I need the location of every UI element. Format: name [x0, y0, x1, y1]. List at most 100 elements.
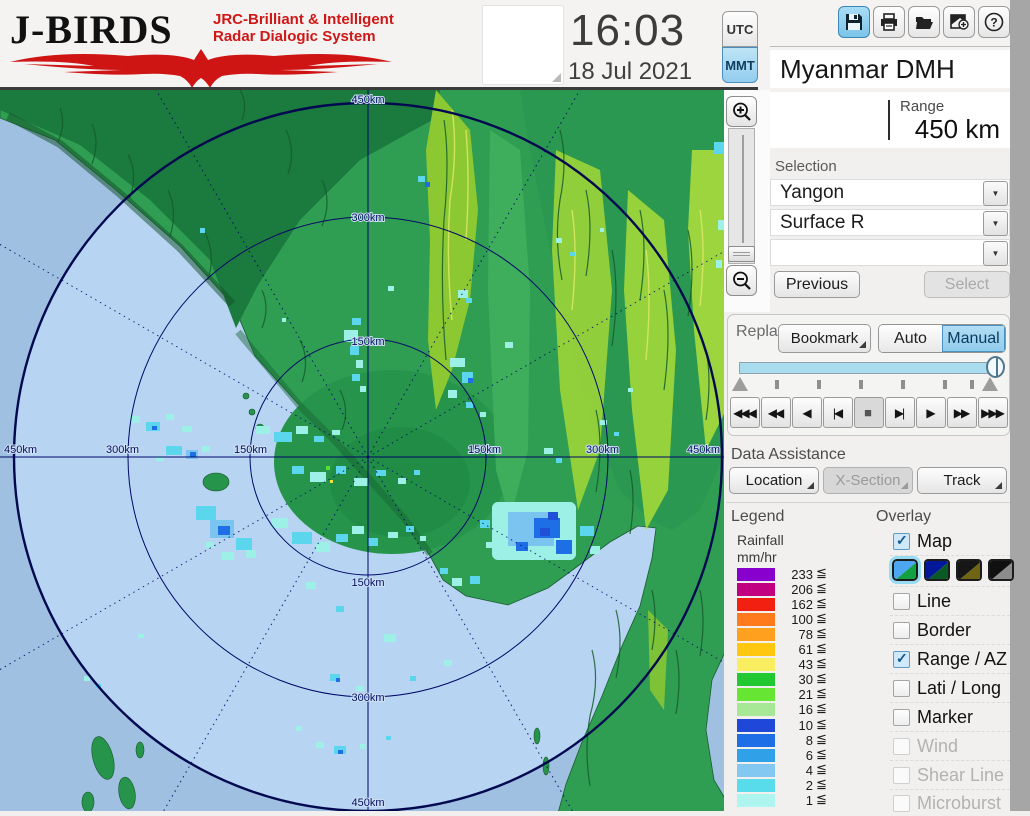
utc-toggle-button[interactable]: UTC	[722, 11, 758, 47]
slider-range-start-marker[interactable]	[732, 377, 748, 391]
step-back-button[interactable]: |◀	[823, 397, 853, 428]
range-box: Range 450 km	[770, 92, 1010, 148]
divider	[890, 702, 1010, 703]
site-dropdown-value: Yangon	[780, 182, 845, 203]
legend-row: 2 ≦	[737, 777, 847, 793]
clock-date: 18 Jul 2021	[568, 58, 693, 85]
data-assistance-label: Data Assistance	[731, 446, 846, 463]
legend-value: 61	[798, 642, 813, 657]
legend-value: 4	[805, 763, 813, 778]
zoom-in-button[interactable]	[726, 96, 757, 127]
replay-slider-track[interactable]	[739, 362, 997, 374]
slider-tick	[817, 380, 821, 389]
legend-swatch	[737, 658, 775, 671]
legend-swatch	[737, 749, 775, 762]
select-button[interactable]: Select	[924, 271, 1010, 298]
track-button[interactable]: Track	[917, 467, 1007, 494]
printer-icon	[881, 13, 897, 31]
map-style-swatch-3[interactable]	[956, 559, 982, 581]
map-style-swatch-1[interactable]	[892, 559, 918, 581]
lte-symbol: ≦	[816, 626, 827, 641]
help-button[interactable]: ?	[978, 6, 1010, 38]
zoom-slider-thumb[interactable]	[728, 246, 755, 262]
option-dropdown[interactable]	[770, 239, 1010, 266]
image-plus-icon	[950, 14, 969, 30]
ring-label: 300km	[106, 444, 139, 456]
divider	[888, 100, 890, 140]
legend-row: 10 ≦	[737, 717, 847, 733]
legend-row: 61 ≦	[737, 641, 847, 657]
magnifier-minus-icon	[732, 271, 751, 290]
overlay-item-label: Wind	[917, 736, 959, 756]
product-dropdown[interactable]: Surface R	[770, 209, 1010, 236]
site-dropdown[interactable]: Yangon	[770, 179, 1010, 206]
overlay-row-lati-long[interactable]: Lati / Long	[892, 678, 1010, 700]
manual-mode-button[interactable]: Manual	[942, 325, 1005, 352]
add-image-button[interactable]	[943, 6, 975, 38]
legend-value: 206	[791, 582, 813, 597]
map-style-swatch-4[interactable]	[988, 559, 1014, 581]
step-forward-button[interactable]: ▶|	[885, 397, 915, 428]
overlay-row-shear-line: Shear Line	[892, 765, 1010, 787]
overlay-item-label: Range / AZ	[917, 649, 1008, 669]
replay-slider-thumb[interactable]	[986, 356, 1005, 378]
lte-symbol: ≦	[816, 671, 827, 686]
overlay-row-line[interactable]: Line	[892, 591, 1010, 613]
divider	[890, 760, 1010, 761]
play-button[interactable]: ▶	[916, 397, 946, 428]
lte-symbol: ≦	[816, 656, 827, 671]
print-button[interactable]	[873, 6, 905, 38]
lte-symbol: ≦	[816, 792, 827, 807]
forward-button[interactable]: ▶▶	[947, 397, 977, 428]
ring-label: 450km	[4, 444, 37, 456]
map-style-swatch-2[interactable]	[924, 559, 950, 581]
border-checkbox[interactable]	[893, 622, 910, 639]
legend-row: 6 ≦	[737, 747, 847, 763]
x-section-button[interactable]: X-Section	[823, 467, 913, 494]
resize-grip-icon[interactable]	[552, 73, 561, 82]
divider	[0, 87, 758, 90]
legend-swatch	[737, 779, 775, 792]
header-bar: J-BIRDS JRC-Brilliant & Intelligent Rada…	[0, 0, 1030, 90]
play-reverse-button[interactable]: ◀	[792, 397, 822, 428]
preview-box[interactable]	[482, 5, 564, 85]
overlay-item-label: Line	[917, 591, 952, 611]
open-folder-button[interactable]	[908, 6, 940, 38]
mmt-toggle-button[interactable]: MMT	[722, 47, 758, 83]
location-button[interactable]: Location	[729, 467, 819, 494]
chevron-down-icon[interactable]	[983, 211, 1008, 236]
legend-row: 100 ≦	[737, 611, 847, 627]
legend-row: 43 ≦	[737, 656, 847, 672]
save-button[interactable]	[838, 6, 870, 38]
replay-mode-toggle: Auto Manual	[878, 324, 1006, 353]
divider	[770, 46, 1010, 47]
microburst-checkbox	[893, 795, 910, 812]
previous-button[interactable]: Previous	[774, 271, 860, 298]
legend-row: 21 ≦	[737, 686, 847, 702]
range-az-checkbox[interactable]	[893, 650, 910, 668]
marker-checkbox[interactable]	[893, 709, 910, 726]
radar-map[interactable]: 450km 300km 150km 150km 300km 450km 450k…	[0, 23, 802, 816]
slider-tick	[901, 380, 905, 389]
rewind-button[interactable]: ◀◀	[761, 397, 791, 428]
line-checkbox[interactable]	[893, 593, 910, 610]
chevron-down-icon[interactable]	[983, 241, 1008, 266]
stop-button[interactable]: ■	[854, 397, 884, 428]
chevron-down-icon[interactable]	[983, 181, 1008, 206]
overlay-item-label: Map	[917, 531, 953, 551]
lati-long-checkbox[interactable]	[893, 680, 910, 697]
auto-mode-button[interactable]: Auto	[879, 325, 942, 352]
zoom-slider-track[interactable]	[728, 128, 755, 264]
overlay-row-map[interactable]: Map	[892, 531, 1010, 553]
bookmark-button[interactable]: Bookmark	[778, 324, 871, 353]
legend-swatch	[737, 643, 775, 656]
zoom-out-button[interactable]	[726, 265, 757, 296]
forward-fast-button[interactable]: ▶▶▶	[978, 397, 1008, 428]
slider-range-end-marker[interactable]	[982, 377, 998, 391]
overlay-row-border[interactable]: Border	[892, 620, 1010, 642]
overlay-row-marker[interactable]: Marker	[892, 707, 1010, 729]
lte-symbol: ≦	[816, 581, 827, 596]
rewind-fast-button[interactable]: ◀◀◀	[730, 397, 760, 428]
overlay-row-range-az[interactable]: Range / AZ	[892, 649, 1010, 671]
map-checkbox[interactable]	[893, 532, 910, 550]
